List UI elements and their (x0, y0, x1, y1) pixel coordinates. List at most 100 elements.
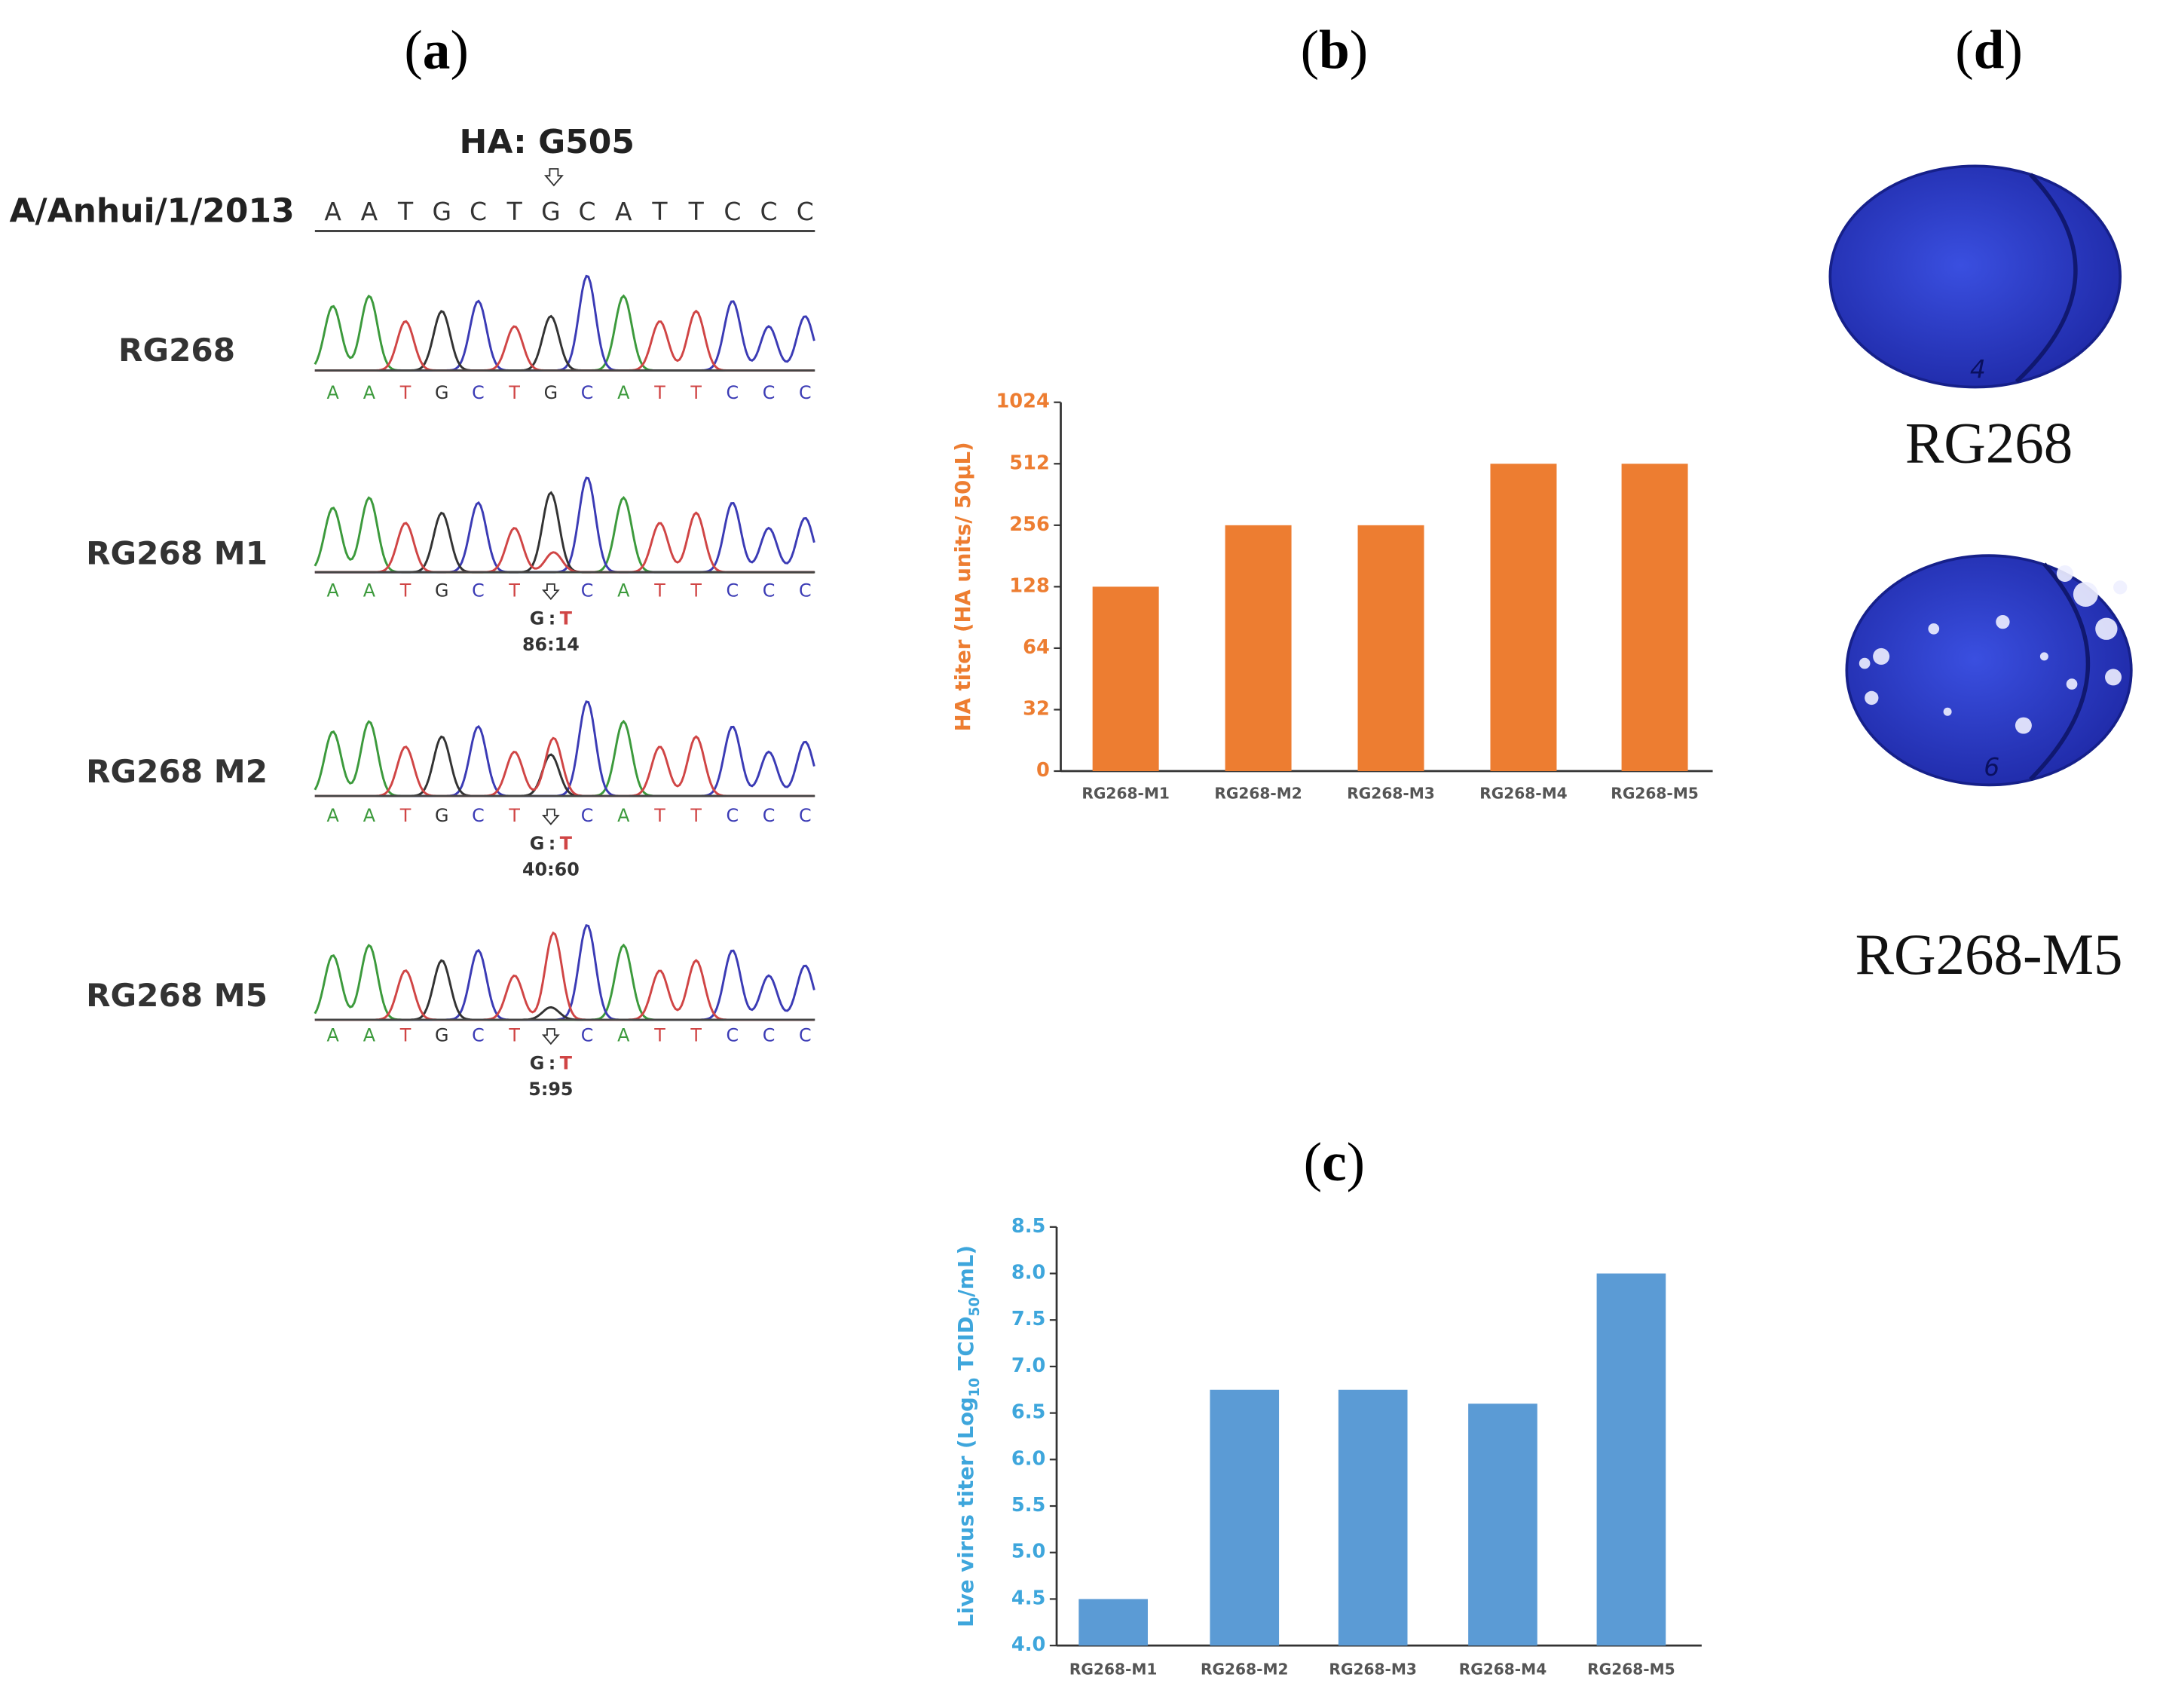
plaque (2105, 669, 2122, 686)
reference-base: G (432, 197, 451, 226)
call-sep: : (549, 833, 556, 854)
call-minor: T (560, 608, 573, 629)
plaque (2056, 565, 2073, 582)
plate-name: RG268 (1905, 411, 2073, 476)
x-tick-label: RG268-M4 (1459, 1661, 1547, 1679)
call-minor: T (560, 1052, 573, 1073)
y-tick-label: 0 (1036, 759, 1050, 782)
base-call: A (363, 382, 376, 403)
y-tick-label: 256 (1009, 513, 1050, 536)
plaque (2066, 678, 2078, 690)
base-call: T (690, 1024, 702, 1045)
y-tick-label: 6.5 (1011, 1401, 1045, 1424)
sample-name: RG268 (118, 332, 235, 369)
x-tick-label: RG268-M5 (1611, 785, 1699, 803)
trace (314, 495, 815, 574)
base-call: T (508, 805, 520, 826)
x-tick-label: RG268-M3 (1347, 785, 1435, 803)
trace (314, 476, 815, 574)
x-tick-label: RG268-M2 (1214, 785, 1302, 803)
mixed-call: G:T (530, 608, 573, 629)
base-call: T (690, 382, 702, 403)
plaque (1928, 623, 1940, 635)
call-minor: T (560, 833, 573, 854)
base-call: T (508, 382, 520, 403)
base-call: T (653, 805, 665, 826)
reference-name: A/Anhui/1/2013 (10, 192, 295, 231)
call-major: G (530, 833, 545, 854)
base-call: A (363, 580, 376, 601)
plaque (2015, 717, 2032, 734)
base-call: T (653, 1024, 665, 1045)
base-call: C (763, 1024, 776, 1045)
panel-d: (d) 4 RG268 6 RG268-M5 (1828, 20, 2133, 987)
base-call: A (617, 805, 630, 826)
trace (314, 491, 815, 574)
ratio: 86:14 (522, 634, 580, 655)
base-call: A (617, 1024, 630, 1045)
trace (314, 700, 815, 797)
reference-base: G (541, 197, 561, 226)
base-call: T (399, 1024, 411, 1045)
ratio: 5:95 (528, 1079, 573, 1100)
panel-b: (b) 0 32 64 128 256 512 1024 RG268-M1 RG268-M2 RG2… (951, 20, 1713, 803)
plate-mark: 6 (1984, 752, 1999, 782)
base-call: T (399, 580, 411, 601)
reference-base: C (470, 197, 487, 226)
y-tick-label: 5.5 (1011, 1494, 1045, 1517)
y-axis-label: HA titer (HA units/ 50μL) (951, 442, 975, 731)
x-tick-label: RG268-M4 (1479, 785, 1568, 803)
panel-c: (c) 4.0 4.5 5.0 5.5 6.0 6.5 7.0 7.5 8.0 8.5 RG268-M… (954, 1131, 1702, 1679)
base-call: C (581, 1024, 594, 1045)
base-call: C (472, 382, 485, 403)
base-call: G (544, 382, 558, 403)
reference-base: T (651, 197, 668, 226)
bar (1078, 1599, 1148, 1646)
base-call: T (508, 1024, 520, 1045)
base-call: T (690, 580, 702, 601)
plate (1845, 554, 2133, 787)
subscript: 50 (966, 1297, 982, 1316)
sample-name: RG268 M5 (86, 977, 268, 1014)
label-part: Live virus titer (Log (954, 1397, 978, 1627)
base-call: C (472, 1024, 485, 1045)
base-call: A (363, 805, 376, 826)
base-call: C (727, 382, 739, 403)
plaque (2039, 652, 2048, 661)
x-tick-label: RG268-M5 (1587, 1661, 1675, 1679)
label-paren: ) (2004, 20, 2022, 81)
mixed-call: G:T (530, 1052, 573, 1073)
x-tick-label: RG268-M1 (1082, 785, 1169, 803)
y-tick-label: 6.0 (1011, 1447, 1045, 1470)
y-tick-label: 64 (1023, 636, 1050, 659)
base-call: C (727, 580, 739, 601)
base-call: C (581, 805, 594, 826)
base-call: A (327, 1024, 340, 1045)
label-paren: ( (1304, 1131, 1322, 1192)
base-call: T (653, 580, 665, 601)
bar (1225, 525, 1292, 772)
y-tick-label: 4.5 (1011, 1587, 1045, 1609)
y-tick-label: 512 (1009, 451, 1050, 474)
arrow (543, 168, 564, 187)
reference-base: C (579, 197, 596, 226)
y-tick-label: 128 (1009, 574, 1050, 597)
plaque (2095, 617, 2118, 640)
label-letter: a (423, 20, 451, 81)
y-axis-label: Live virus titer (Log10 TCID50/mL) (954, 1245, 983, 1627)
reference-base: T (688, 197, 705, 226)
call-major: G (530, 1052, 545, 1073)
trace (314, 931, 815, 1021)
mixed-call: G:T (530, 833, 573, 854)
plate-mark: 4 (1970, 354, 1986, 384)
base-call: A (617, 382, 630, 403)
plaque (1943, 707, 1952, 716)
base-call: G (435, 580, 448, 601)
plaque (1865, 690, 1879, 706)
site-label: HA: G505 (460, 123, 635, 161)
sample-name: RG268 M2 (86, 753, 268, 790)
y-tick-label: 8.0 (1011, 1262, 1045, 1284)
reference-base: A (361, 197, 378, 226)
ratio: 40:60 (522, 859, 580, 880)
